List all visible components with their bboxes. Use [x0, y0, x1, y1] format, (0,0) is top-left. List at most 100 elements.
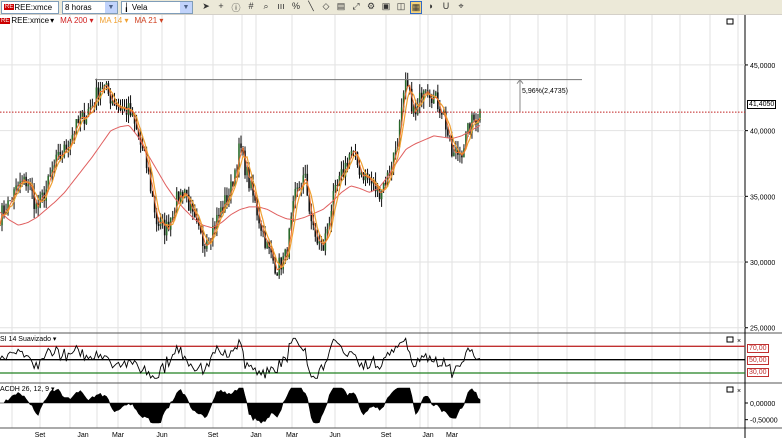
zoom-icon[interactable]: ⌕ [263, 0, 269, 11]
compare-icon[interactable]: ◫ [396, 0, 406, 11]
candle-body [67, 148, 70, 150]
candle-body [284, 249, 286, 257]
bars-icon[interactable]: ııı [277, 0, 285, 11]
ma21-label: MA 21 [134, 16, 158, 25]
candle-body [428, 93, 431, 98]
chart-legend: RE REE:xmce ▾ MA 200 ▾ MA 14 ▾ MA 21 ▾ [0, 16, 163, 25]
candle-body [89, 106, 92, 109]
percent-icon[interactable]: % [291, 0, 300, 11]
candle-body [57, 151, 60, 155]
candle-body [103, 84, 106, 88]
info-icon[interactable]: ⓘ [231, 2, 241, 13]
candle-body [465, 132, 467, 149]
symbol-value: REE:xmce [14, 2, 53, 12]
indicators-icon[interactable]: ▦ [410, 0, 422, 14]
candle-body [272, 252, 274, 261]
candle-body [198, 221, 200, 226]
cursor-icon[interactable]: ➤ [202, 0, 210, 11]
candle-body [392, 152, 395, 168]
candle-body [115, 105, 118, 107]
macd-title-text: ACDH 26, 12, 9 [0, 386, 50, 393]
candle-body [447, 129, 449, 136]
symbol-combo[interactable]: RE REE:xmce [1, 0, 59, 14]
candle-body [214, 225, 216, 229]
candle-body [238, 143, 240, 170]
candle-body [318, 241, 321, 244]
macd-title[interactable]: ACDH 26, 12, 9 ▾ [0, 386, 55, 393]
candle-body [358, 165, 361, 175]
candle-body [334, 185, 337, 191]
legend-symbol[interactable]: RE REE:xmce ▾ [0, 16, 55, 25]
candle-body [394, 149, 397, 153]
candle-body [439, 109, 441, 114]
legend-ma21[interactable]: MA 21 ▾ [134, 16, 164, 25]
chart-area[interactable]: 45,0000 40,0000 35,0000 30,0000 25,0000 Set Ja… [0, 15, 782, 438]
candle-body [175, 191, 178, 213]
candle-body [185, 189, 188, 195]
chevron-down-icon[interactable]: ▼ [180, 1, 192, 13]
candle-body [125, 106, 128, 115]
candle-body [473, 114, 475, 120]
candle-body [55, 154, 58, 166]
candle-body [121, 107, 124, 111]
candle-body [179, 192, 182, 203]
candle-body [254, 195, 256, 201]
candle-body [453, 152, 455, 157]
save-icon[interactable]: ▣ [381, 0, 391, 11]
candle-body [13, 189, 15, 201]
candle-body [111, 101, 114, 104]
candle-body [400, 107, 403, 122]
candle-body [163, 219, 166, 236]
candle-body [412, 106, 415, 114]
candle-body [250, 181, 252, 189]
candle-body [312, 221, 315, 226]
sound-icon[interactable]: ◗ [428, 0, 434, 11]
pin-icon[interactable]: ⌖ [458, 0, 464, 11]
candle-body [97, 87, 100, 99]
close-icon: × [737, 388, 741, 395]
candle-body [406, 80, 409, 87]
grid-icon[interactable]: # [248, 0, 254, 11]
crosshair-icon[interactable]: + [218, 0, 224, 11]
candle-body [15, 185, 17, 190]
candle-body [296, 187, 299, 189]
candle-body [202, 232, 204, 246]
chart-type-select[interactable]: ╽ Vela ▼ [121, 0, 193, 14]
candle-body [9, 200, 11, 202]
legend-ma14[interactable]: MA 14 ▾ [99, 16, 129, 25]
candle-body [266, 241, 268, 248]
candle-body [145, 150, 148, 169]
candle-body [204, 245, 206, 249]
candle-body [149, 171, 152, 192]
rsi-title[interactable]: SI 14 Suavizado ▾ [0, 336, 57, 343]
arrow-head-icon [516, 78, 524, 84]
candle-body [0, 225, 1, 227]
candle-body [410, 88, 413, 114]
candle-body [81, 111, 84, 118]
y-tick-label: 45,0000 [750, 63, 775, 70]
toolbar: RE REE:xmce 8 horas ▼ ╽ Vela ▼ ➤ + ⓘ # ⌕ ııı%… [0, 0, 782, 15]
eraser-icon[interactable]: ◇ [322, 0, 330, 11]
chevron-down-icon[interactable]: ▼ [105, 1, 117, 13]
x-tick-label: Set [208, 432, 219, 438]
candle-body [151, 191, 154, 197]
template-icon[interactable]: ⚙ [366, 0, 376, 11]
candle-body [189, 203, 192, 211]
candle-body [200, 225, 202, 233]
magnet-icon[interactable]: U [442, 0, 450, 11]
candle-body [326, 228, 329, 234]
candle-body [479, 110, 481, 121]
candle-body [264, 231, 266, 248]
line-tool-icon[interactable]: ╲ [308, 0, 314, 11]
layers-icon[interactable]: ▤ [336, 0, 346, 11]
candle-body [418, 92, 421, 104]
legend-ma200[interactable]: MA 200 ▾ [60, 16, 94, 25]
timeframe-select[interactable]: 8 horas ▼ [62, 0, 118, 14]
candle-body [135, 123, 138, 130]
candle-body [47, 176, 50, 190]
x-tick-label: Jan [422, 432, 433, 438]
candle-body [51, 169, 54, 175]
candle-body [314, 225, 317, 237]
fit-icon[interactable]: ⤢ [352, 0, 360, 11]
candle-body [467, 123, 469, 133]
